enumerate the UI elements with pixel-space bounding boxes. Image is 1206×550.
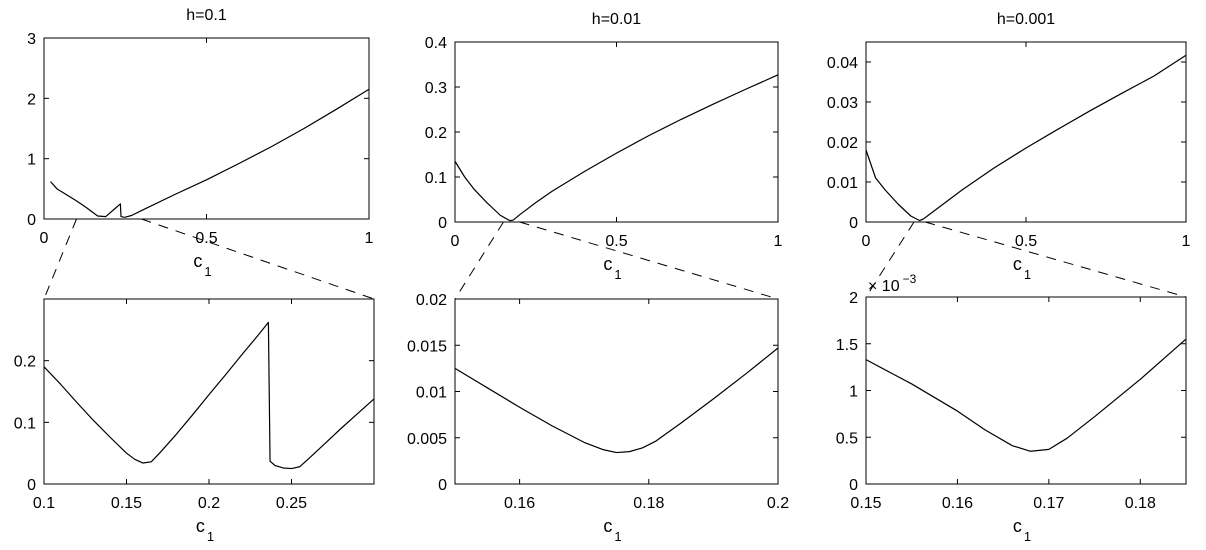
y-tick-label: 1 (27, 152, 36, 169)
x-tick-label: 0.5 (195, 230, 217, 247)
x-tick-label: 0.5 (1015, 233, 1037, 250)
x-tick-label: 0.1 (33, 495, 55, 512)
x-tick-label: 1 (365, 230, 374, 247)
axes-frame (454, 41, 779, 223)
y-tick-label: 1.5 (836, 337, 858, 354)
axes-frame (865, 41, 1187, 223)
y-tick-label: 0.04 (827, 55, 858, 72)
series-line-0 (454, 347, 779, 454)
x-tick-label: 0.25 (276, 495, 307, 512)
x-tick-label: 0.15 (850, 495, 881, 512)
y-tick-label: 0 (438, 215, 447, 232)
x-axis-label: c1 (603, 254, 621, 282)
y-tick-label: 2 (27, 91, 36, 108)
y-tick-label: 0.02 (416, 292, 447, 309)
x-tick-label: 1 (774, 233, 783, 250)
y-tick-label: 0 (849, 215, 858, 232)
axes-frame (454, 298, 779, 485)
chart-title: h=0.001 (997, 11, 1055, 28)
y-tick-label: 0.2 (14, 354, 36, 371)
x-tick-label: 0.16 (942, 495, 973, 512)
x-axis-label: c1 (196, 516, 214, 544)
y-exponent-label: × 10 −3 (868, 272, 917, 295)
axes-frame (43, 298, 375, 485)
x-axis-label: c1 (1013, 254, 1031, 282)
y-tick-label: 0.02 (827, 135, 858, 152)
series-line-0 (865, 338, 1187, 452)
zoom-connector-right-0 (141, 218, 375, 300)
x-tick-label: 0.18 (1125, 495, 1156, 512)
y-tick-label: 0.015 (407, 338, 447, 355)
series-line-0 (454, 74, 779, 222)
series-line-0 (865, 54, 1187, 222)
panel-3: h=0.001 0 0.5 1 0 0.01 0.02 0.03 0.04 c1 (827, 11, 1191, 282)
y-tick-label: 0.01 (416, 385, 447, 402)
axes-frame (865, 296, 1187, 485)
x-axis-label: c1 (193, 251, 211, 279)
zoom-connector-left-1 (454, 221, 504, 300)
panel-2: h=0.01 0 0.5 1 0 0.1 0.2 0.3 0.4 c1 (425, 11, 783, 282)
x-tick-label: 0.16 (504, 495, 535, 512)
x-tick-label: 0 (862, 233, 871, 250)
y-tick-label: 0 (849, 477, 858, 494)
y-tick-label: 1 (849, 384, 858, 401)
y-tick-label: 0.5 (836, 430, 858, 447)
zoom-connector-left-0 (43, 218, 77, 300)
x-tick-label: 0.2 (767, 495, 789, 512)
zoom-connector-left-2 (865, 221, 915, 298)
y-tick-label: 2 (849, 290, 858, 307)
x-tick-label: 0.15 (111, 495, 142, 512)
zoom-connector-right-1 (519, 221, 779, 300)
x-tick-label: 0.17 (1033, 495, 1064, 512)
chart-title: h=0.1 (186, 7, 227, 24)
x-axis-label: c1 (1013, 516, 1031, 544)
y-tick-label: 0.2 (425, 125, 447, 142)
zoom-connector-right-2 (925, 221, 1187, 298)
x-tick-label: 0 (451, 233, 460, 250)
y-tick-label: 0 (27, 212, 36, 229)
y-tick-label: 0.4 (425, 35, 447, 52)
x-tick-label: 0.5 (605, 233, 627, 250)
axes-frame (43, 37, 370, 220)
x-tick-label: 0 (40, 230, 49, 247)
y-tick-label: 0.3 (425, 80, 447, 97)
series-line-0 (43, 321, 375, 470)
y-tick-label: 0 (438, 477, 447, 494)
x-tick-label: 0.18 (633, 495, 664, 512)
panel-1: h=0.1 0 0.5 1 0 1 2 3 c1 (27, 7, 373, 279)
series-line-0 (50, 88, 370, 218)
x-axis-label: c1 (603, 516, 621, 544)
panel-5: 0.16 0.18 0.2 0 0.005 0.01 0.015 0.02 c1 (407, 292, 789, 544)
y-tick-label: 0.005 (407, 431, 447, 448)
chart-title: h=0.01 (592, 11, 641, 28)
y-tick-label: 0.1 (14, 415, 36, 432)
y-tick-label: 0 (27, 477, 36, 494)
y-tick-label: 0.1 (425, 170, 447, 187)
y-tick-label: 0.03 (827, 95, 858, 112)
x-tick-label: 1 (1182, 233, 1191, 250)
y-tick-label: 0.01 (827, 175, 858, 192)
panel-6: 0.15 0.16 0.17 0.18 0 0.5 1 1.5 2 × 10 −3 c1 (836, 272, 1187, 544)
y-tick-label: 3 (27, 31, 36, 48)
x-tick-label: 0.2 (198, 495, 220, 512)
